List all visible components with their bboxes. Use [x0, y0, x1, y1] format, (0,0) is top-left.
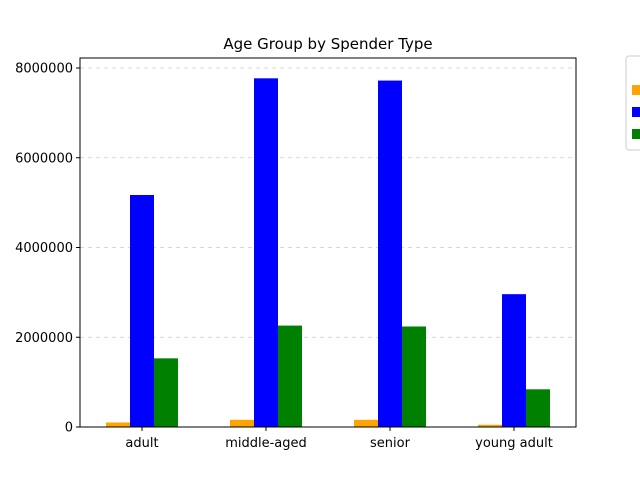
bar [354, 419, 378, 427]
x-tick-label: senior [370, 436, 411, 451]
legend-box [625, 55, 640, 151]
bar [526, 389, 550, 427]
bar [154, 358, 178, 427]
legend-swatch [632, 129, 640, 139]
y-ticks: 0 2000000 4000000 6000000 8000000 [15, 62, 80, 436]
bar [130, 194, 154, 427]
legend-swatch [632, 85, 640, 95]
bar [106, 422, 130, 427]
x-tick-label: adult [125, 436, 158, 451]
x-ticks: adult middle-aged senior young adult [125, 427, 553, 451]
x-tick-label: middle-aged [225, 436, 307, 451]
plot-frame [79, 57, 577, 428]
legend [625, 55, 640, 151]
y-tick-label: 2000000 [15, 331, 73, 346]
bar [402, 326, 426, 427]
bar [278, 325, 302, 427]
axes [79, 57, 577, 428]
y-tick-label: 4000000 [15, 241, 73, 256]
y-tick-label: 6000000 [15, 151, 73, 166]
bars [106, 78, 550, 427]
bar [254, 78, 278, 427]
legend-swatch [632, 107, 640, 117]
bar [378, 80, 402, 427]
chart-title: Age Group by Spender Type [223, 35, 432, 53]
bar [230, 419, 254, 427]
y-tick-label: 0 [65, 421, 73, 436]
grid-lines [80, 67, 576, 338]
x-tick-label: young adult [475, 436, 553, 451]
bar [478, 424, 502, 427]
y-tick-label: 8000000 [15, 62, 73, 77]
bar [502, 294, 526, 427]
